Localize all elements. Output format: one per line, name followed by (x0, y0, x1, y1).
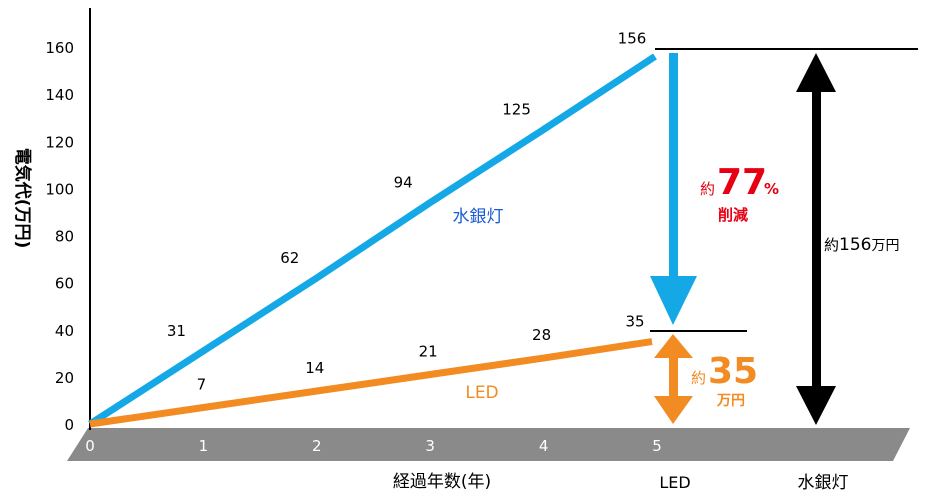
point-label: 94 (394, 174, 413, 192)
reduction-unit: % (764, 180, 779, 198)
x-tick-labels: 0 1 2 3 4 5 (85, 437, 662, 455)
x-tick-label: 1 (199, 437, 209, 455)
series-label-mercury: 水銀灯 (453, 207, 504, 227)
y-tick-label: 40 (55, 322, 74, 340)
point-label: 125 (502, 101, 531, 119)
led-arrow-head-bottom (654, 396, 693, 424)
x-tick-label: 4 (539, 437, 549, 455)
mercury-total-unit: 万円 (871, 238, 899, 254)
y-axis-title: 電気代(万円) (12, 148, 33, 249)
reduction-arrow-shaft (669, 53, 678, 277)
x-tick-label: 5 (652, 437, 662, 455)
led-total-unit: 万円 (716, 393, 745, 409)
series-label-led: LED (465, 383, 498, 403)
bottom-label-mercury: 水銀灯 (798, 473, 849, 493)
y-tick-label: 100 (45, 180, 74, 198)
point-labels: 31 62 94 125 156 7 14 21 28 35 (167, 29, 646, 393)
led-arrow-shaft (669, 356, 678, 398)
mercury-total-prefix: 約 (824, 236, 839, 254)
mercury-total-label: 約156万円 (824, 235, 899, 255)
chart-floor (67, 428, 910, 461)
y-tick-label: 80 (55, 228, 74, 246)
x-tick-label: 2 (312, 437, 322, 455)
x-tick-label: 0 (85, 437, 95, 455)
point-label: 28 (532, 326, 551, 344)
mercury-total-number: 156 (839, 235, 871, 255)
y-tick-label: 60 (55, 275, 74, 293)
y-tick-label: 20 (55, 369, 74, 387)
y-tick-label: 140 (45, 86, 74, 104)
x-tick-label: 3 (425, 437, 435, 455)
point-label: 14 (305, 359, 324, 377)
y-tick-label: 0 (64, 416, 74, 434)
point-label: 62 (280, 249, 299, 267)
point-label: 21 (419, 343, 438, 361)
mercury-arrow-shaft (812, 78, 821, 396)
series-line-led (89, 338, 653, 428)
x-axis-title: 経過年数(年) (393, 472, 491, 492)
series-line-mercury (88, 53, 657, 427)
reduction-arrow-head (650, 276, 697, 325)
led-total-prefix: 約 (691, 369, 706, 387)
point-label: 31 (167, 322, 186, 340)
y-tick-label: 160 (45, 39, 74, 57)
point-label: 156 (618, 29, 647, 47)
led-total-number: 35 (708, 351, 758, 392)
point-label: 35 (625, 313, 644, 331)
reduction-prefix: 約 (700, 180, 715, 198)
series-group (88, 53, 657, 428)
y-tick-label: 120 (45, 133, 74, 151)
led-arrow-head-top (654, 334, 693, 358)
bottom-label-led: LED (659, 473, 690, 492)
y-tick-labels: 0 20 40 60 80 100 120 140 160 (45, 39, 74, 434)
point-label: 7 (197, 376, 207, 394)
mercury-arrow-head-bottom (796, 386, 836, 425)
reduction-number: 77 (717, 162, 767, 203)
reduction-sub: 削減 (718, 206, 748, 224)
mercury-arrow-head-top (796, 53, 836, 92)
